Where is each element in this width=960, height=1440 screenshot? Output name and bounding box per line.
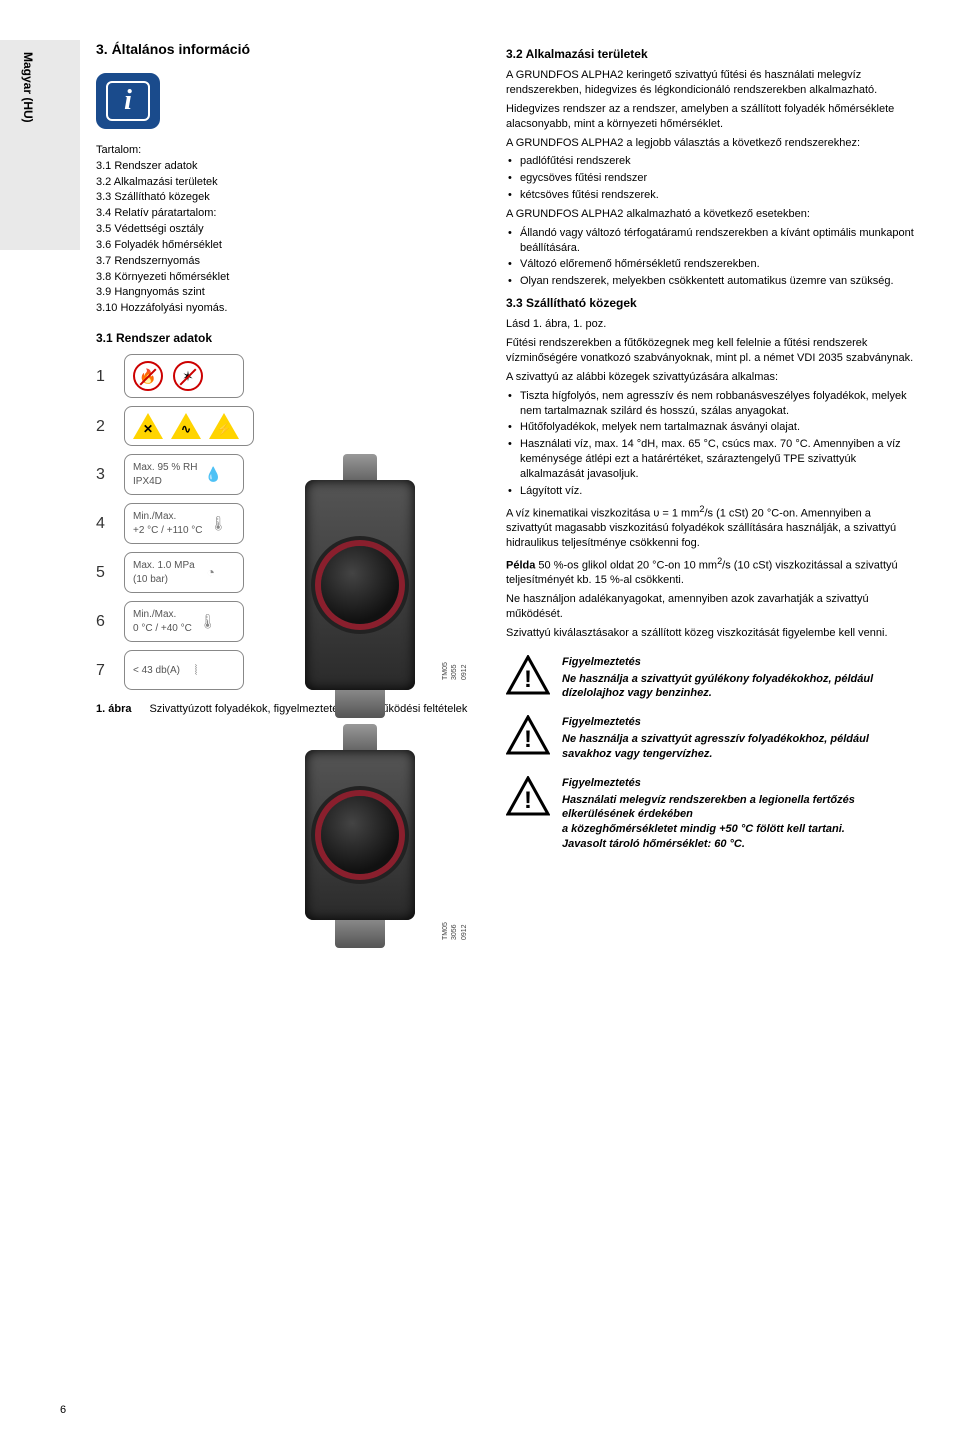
warning-triangle-icon: ! bbox=[506, 776, 550, 816]
warning-electric-icon: ⚡ bbox=[209, 413, 239, 439]
data-row-4-line2: +2 °C / +110 °C bbox=[133, 524, 203, 538]
warning-body: Ne használja a szivattyút gyúlékony foly… bbox=[562, 673, 873, 700]
toc-item: 3.10 Hozzáfolyási nyomás. bbox=[96, 301, 476, 316]
data-row-5-line2: (10 bar) bbox=[133, 573, 195, 587]
warning-body: Használati melegvíz rendszerekben a legi… bbox=[562, 794, 855, 821]
data-row-2: 2 ✕ ∿ ⚡ bbox=[96, 406, 476, 446]
list-item: Tiszta hígfolyós, nem agresszív és nem r… bbox=[506, 389, 916, 419]
list-item: egycsöves fűtési rendszer bbox=[506, 171, 916, 186]
svg-text:!: ! bbox=[524, 726, 532, 753]
toc-item: 3.6 Folyadék hőmérséklet bbox=[96, 238, 476, 253]
bullet-list: Állandó vagy változó térfogatáramú rends… bbox=[506, 226, 916, 289]
list-item: padlófűtési rendszerek bbox=[506, 154, 916, 169]
paragraph: A víz kinematikai viszkozitása υ = 1 mm2… bbox=[506, 503, 916, 551]
list-item: Változó előremenő hőmérsékletű rendszere… bbox=[506, 257, 916, 272]
sound-icon: ⦚ bbox=[186, 661, 206, 680]
toc-item: 3.1 Rendszer adatok bbox=[96, 159, 476, 174]
warning-body: a közeghőmérsékletet mindig +50 °C fölöt… bbox=[562, 823, 845, 835]
paragraph: Szivattyú kiválasztásakor a szállított k… bbox=[506, 626, 916, 641]
list-item: kétcsöves fűtési rendszerek. bbox=[506, 188, 916, 203]
language-tab-label: Magyar (HU) bbox=[20, 52, 36, 123]
warning-title: Figyelmeztetés bbox=[562, 655, 916, 670]
data-row-4-line1: Min./Max. bbox=[133, 510, 203, 524]
language-tab: Magyar (HU) bbox=[0, 40, 80, 250]
toc-item: 3.9 Hangnyomás szint bbox=[96, 285, 476, 300]
section-heading: 3. Általános információ bbox=[96, 40, 476, 59]
paragraph: A GRUNDFOS ALPHA2 keringető szivattyú fű… bbox=[506, 68, 916, 98]
paragraph: Hidegvizes rendszer az a rendszer, amely… bbox=[506, 102, 916, 132]
info-icon: i bbox=[96, 73, 160, 129]
bullet-list: padlófűtési rendszerek egycsöves fűtési … bbox=[506, 154, 916, 203]
warning-corrosive-icon: ✕ bbox=[133, 413, 163, 439]
paragraph: A GRUNDFOS ALPHA2 a legjobb választás a … bbox=[506, 136, 916, 151]
paragraph: Példa 50 %-os glikol oldat 20 °C-on 10 m… bbox=[506, 555, 916, 588]
no-explosion-icon: ✶ bbox=[173, 361, 203, 391]
toc-item: 3.8 Környezeti hőmérséklet bbox=[96, 270, 476, 285]
warning-triangle-icon: ! bbox=[506, 655, 550, 695]
toc-item: 3.3 Szállítható közegek bbox=[96, 190, 476, 205]
pump-illustration bbox=[305, 480, 415, 690]
paragraph: A GRUNDFOS ALPHA2 alkalmazható a követke… bbox=[506, 207, 916, 222]
paragraph: Lásd 1. ábra, 1. poz. bbox=[506, 317, 916, 332]
paragraph: A szivattyú az alábbi közegek szivattyúz… bbox=[506, 370, 916, 385]
warning-body: Ne használja a szivattyút agresszív foly… bbox=[562, 733, 869, 760]
toc-item: 3.7 Rendszernyomás bbox=[96, 254, 476, 269]
list-item: Olyan rendszerek, melyekben csökkentett … bbox=[506, 274, 916, 289]
list-item: Hűtőfolyadékok, melyek nem tartalmaznak … bbox=[506, 420, 916, 435]
list-item: Lágyított víz. bbox=[506, 484, 916, 499]
thermometer-icon: 🌡 bbox=[198, 612, 218, 631]
droplet-icon: 💧 bbox=[203, 465, 223, 484]
tm-code: TM05 3056 0912 bbox=[441, 922, 469, 940]
right-column: 3.2 Alkalmazási területek A GRUNDFOS ALP… bbox=[506, 40, 916, 866]
list-item: Állandó vagy változó térfogatáramú rends… bbox=[506, 226, 916, 256]
warning-block: ! Figyelmeztetés Használati melegvíz ren… bbox=[506, 776, 916, 852]
gauge-icon: ◔ bbox=[201, 563, 221, 582]
data-row-3-line2: IPX4D bbox=[133, 475, 197, 489]
warning-title: Figyelmeztetés bbox=[562, 776, 916, 791]
paragraph: Fűtési rendszerekben a fűtőközegnek meg … bbox=[506, 336, 916, 366]
warning-body: Javasolt tároló hőmérséklet: 60 °C. bbox=[562, 838, 745, 850]
toc-item: 3.4 Relatív páratartalom: bbox=[96, 206, 476, 221]
pump-diagram: TM05 3055 0912 TM05 3056 0912 bbox=[285, 480, 435, 980]
data-row-6-line2: 0 °C / +40 °C bbox=[133, 622, 192, 636]
page-number: 6 bbox=[60, 1403, 66, 1418]
subsection-31: 3.1 Rendszer adatok bbox=[96, 330, 476, 346]
warning-block: ! Figyelmeztetés Ne használja a szivatty… bbox=[506, 655, 916, 702]
data-row-5-line1: Max. 1.0 MPa bbox=[133, 559, 195, 573]
subsection-33: 3.3 Szállítható közegek bbox=[506, 295, 916, 311]
paragraph: Ne használjon adalékanyagokat, amennyibe… bbox=[506, 592, 916, 622]
svg-text:!: ! bbox=[524, 787, 532, 814]
tm-code: TM05 3055 0912 bbox=[441, 662, 469, 680]
figure-label: 1. ábra bbox=[96, 702, 131, 717]
warning-title: Figyelmeztetés bbox=[562, 715, 916, 730]
toc-title: Tartalom: bbox=[96, 143, 476, 158]
warning-hot-icon: ∿ bbox=[171, 413, 201, 439]
data-row-6-line1: Min./Max. bbox=[133, 608, 192, 622]
bullet-list: Tiszta hígfolyós, nem agresszív és nem r… bbox=[506, 389, 916, 499]
data-row-3-line1: Max. 95 % RH bbox=[133, 461, 197, 475]
toc-item: 3.5 Védettségi osztály bbox=[96, 222, 476, 237]
toc-item: 3.2 Alkalmazási területek bbox=[96, 175, 476, 190]
list-item: Használati víz, max. 14 °dH, max. 65 °C,… bbox=[506, 437, 916, 482]
data-row-7-value: < 43 db(A) bbox=[133, 664, 180, 678]
data-row-1: 1 🔥 ✶ bbox=[96, 354, 476, 398]
no-flame-icon: 🔥 bbox=[133, 361, 163, 391]
warning-block: ! Figyelmeztetés Ne használja a szivatty… bbox=[506, 715, 916, 762]
svg-text:!: ! bbox=[524, 666, 532, 693]
warning-triangle-icon: ! bbox=[506, 715, 550, 755]
pump-illustration bbox=[305, 750, 415, 920]
subsection-32: 3.2 Alkalmazási területek bbox=[506, 46, 916, 62]
thermometer-icon: 🌡 bbox=[209, 514, 229, 533]
table-of-contents: Tartalom: 3.1 Rendszer adatok 3.2 Alkalm… bbox=[96, 143, 476, 316]
